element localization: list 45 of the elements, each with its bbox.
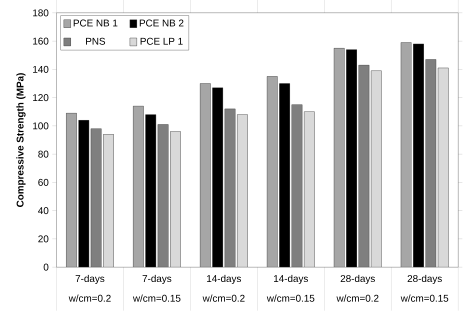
bar (236, 114, 248, 268)
bar (400, 42, 412, 268)
x-tick-label: 7-days w/cm=0.2 (68, 275, 111, 302)
y-tick-label: 80 (38, 150, 48, 158)
y-tick-label: 40 (38, 207, 48, 214)
bar (132, 106, 144, 268)
bar (438, 68, 449, 268)
bar (346, 50, 357, 268)
bar (425, 59, 436, 268)
bar (170, 132, 181, 268)
x-tick-label: 7-days w/cm=0.15 (132, 275, 180, 302)
bar (413, 44, 424, 268)
bar (200, 83, 211, 268)
bar (266, 76, 278, 268)
y-tick-label: 180 (33, 10, 48, 17)
legend-label: PCE NB 1 (74, 20, 118, 27)
y-tick-label: 20 (38, 236, 48, 243)
y-tick-label: 120 (33, 94, 48, 102)
bar (212, 88, 224, 268)
bar (358, 65, 370, 268)
bar (78, 120, 90, 268)
bar (370, 70, 382, 268)
bar (224, 108, 236, 268)
y-tick-label: 160 (33, 38, 48, 45)
x-tick-label: 28-days w/cm=0.2 (336, 275, 378, 302)
x-tick-label: 14-days w/cm=0.15 (266, 275, 314, 302)
legend-label: PCE NB 2 (140, 20, 184, 27)
bar (292, 104, 302, 268)
y-tick-label: 100 (33, 122, 48, 130)
x-tick-label: 14-days w/cm=0.2 (202, 275, 245, 302)
bar (90, 128, 102, 268)
bar (304, 112, 315, 268)
legend-label: PCE LP 1 (140, 38, 183, 45)
bar (103, 134, 114, 268)
legend-label: PNS (86, 38, 106, 45)
y-tick-label: 0 (44, 264, 48, 271)
bar (66, 113, 77, 268)
bar (146, 114, 156, 268)
y-tick-label: 60 (38, 179, 48, 186)
bar (158, 124, 168, 268)
bar (334, 48, 345, 268)
bar (279, 83, 290, 268)
y-axis-title: Compressive Strength (MPa) (16, 73, 26, 208)
x-tick-label: 28-days w/cm=0.15 (400, 275, 448, 302)
y-tick-label: 140 (33, 66, 48, 74)
